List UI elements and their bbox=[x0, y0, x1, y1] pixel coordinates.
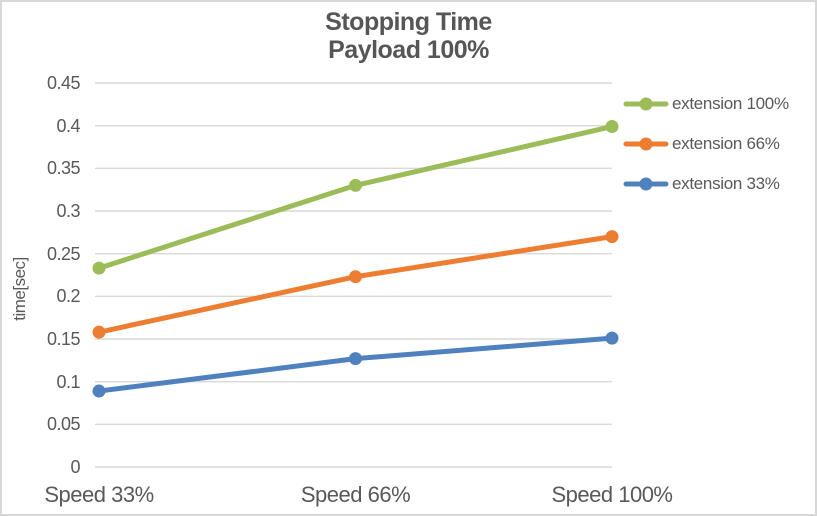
legend-label: extension 100% bbox=[672, 94, 789, 113]
x-category-label-speed-100: Speed 100% bbox=[551, 482, 674, 507]
data-point-extension-66-speed-100 bbox=[605, 230, 619, 244]
y-tick-label-0.1: 0.1 bbox=[56, 371, 80, 392]
chart-title: Stopping Time Payload 100% bbox=[2, 8, 815, 64]
x-category-label-speed-66: Speed 66% bbox=[300, 482, 411, 507]
y-tick-label-0.05: 0.05 bbox=[46, 414, 81, 435]
legend-item-extension-33: extension 33% bbox=[623, 164, 815, 204]
data-point-extension-66-speed-33 bbox=[92, 325, 106, 339]
series-line-extension-66 bbox=[96, 234, 615, 335]
data-point-extension-33-speed-66 bbox=[349, 352, 362, 366]
legend-marker-icon bbox=[623, 177, 669, 191]
chart-title-line-2: Payload 100% bbox=[328, 36, 489, 64]
data-point-extension-33-speed-33 bbox=[92, 384, 106, 398]
legend-item-extension-66: extension 66% bbox=[623, 124, 815, 164]
chart-title-line-1: Stopping Time bbox=[325, 8, 492, 36]
legend: extension 100% extension 66% extension 33% bbox=[623, 84, 815, 204]
legend-marker-icon bbox=[623, 97, 669, 111]
data-point-extension-100-speed-33 bbox=[92, 261, 106, 275]
data-point-extension-66-speed-66 bbox=[349, 270, 362, 284]
data-point-extension-33-speed-100 bbox=[605, 331, 619, 345]
legend-label: extension 66% bbox=[672, 134, 780, 153]
y-tick-label-0.15: 0.15 bbox=[46, 329, 81, 349]
y-tick-label-0.2: 0.2 bbox=[56, 286, 80, 307]
legend-item-extension-100: extension 100% bbox=[623, 84, 815, 124]
x-category-label-speed-33: Speed 33% bbox=[44, 482, 154, 507]
y-tick-label-0.3: 0.3 bbox=[56, 201, 80, 221]
data-point-extension-100-speed-66 bbox=[349, 178, 362, 192]
y-tick-label-0.45: 0.45 bbox=[46, 73, 81, 93]
y-tick-label-0.4: 0.4 bbox=[56, 115, 80, 136]
y-tick-label-0.35: 0.35 bbox=[46, 158, 81, 179]
y-tick-label-0: 0 bbox=[70, 457, 80, 477]
data-point-extension-100-speed-100 bbox=[605, 120, 619, 134]
y-tick-label-0.25: 0.25 bbox=[46, 243, 81, 264]
legend-label: extension 33% bbox=[672, 174, 780, 193]
legend-marker-icon bbox=[623, 137, 669, 151]
